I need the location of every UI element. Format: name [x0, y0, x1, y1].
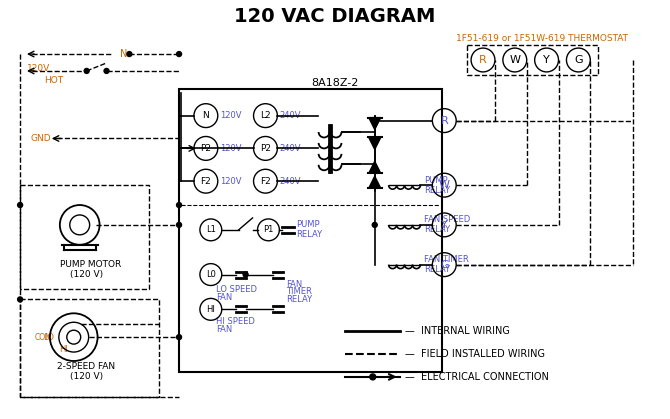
Text: 120 VAC DIAGRAM: 120 VAC DIAGRAM [234, 7, 436, 26]
Text: 8A18Z-2: 8A18Z-2 [312, 78, 358, 88]
Text: RELAY: RELAY [286, 295, 312, 304]
Text: FAN SPEED: FAN SPEED [424, 215, 470, 225]
Text: G: G [440, 260, 449, 270]
Text: HI SPEED: HI SPEED [216, 317, 255, 326]
Text: —  ELECTRICAL CONNECTION: — ELECTRICAL CONNECTION [405, 372, 549, 382]
Text: W: W [439, 180, 450, 190]
Text: COM: COM [35, 333, 53, 341]
Text: RELAY: RELAY [424, 265, 450, 274]
Bar [20, 185, 149, 290]
Text: HI: HI [206, 305, 215, 314]
Text: L2: L2 [260, 111, 271, 120]
Text: 240V: 240V [279, 144, 301, 153]
Text: 240V: 240V [279, 111, 301, 120]
Circle shape [373, 222, 377, 228]
Text: PUMP MOTOR: PUMP MOTOR [60, 260, 121, 269]
Text: RELAY: RELAY [424, 225, 450, 234]
Polygon shape [369, 176, 381, 188]
Text: 2-SPEED FAN: 2-SPEED FAN [57, 362, 115, 372]
Text: 120V: 120V [220, 177, 241, 186]
Text: LO SPEED: LO SPEED [216, 285, 257, 294]
Circle shape [17, 202, 23, 207]
Text: L0: L0 [206, 270, 216, 279]
Text: GND: GND [30, 134, 51, 143]
Text: (120 V): (120 V) [70, 270, 103, 279]
Text: G: G [574, 55, 583, 65]
Text: FAN TIMER: FAN TIMER [424, 255, 469, 264]
Text: L1: L1 [206, 225, 216, 234]
Text: 120V: 120V [27, 65, 50, 73]
Text: 240V: 240V [279, 177, 301, 186]
Text: HI: HI [60, 344, 68, 354]
Text: N: N [202, 111, 209, 120]
Text: P2: P2 [200, 144, 211, 153]
Circle shape [17, 297, 23, 302]
Text: R: R [479, 55, 487, 65]
Text: LO: LO [44, 333, 54, 341]
Polygon shape [369, 118, 381, 129]
Text: 120V: 120V [220, 111, 241, 120]
Circle shape [370, 374, 376, 380]
Bar [467, 45, 598, 75]
Bar [179, 89, 442, 372]
Text: RELAY: RELAY [424, 186, 450, 195]
Text: FAN: FAN [286, 279, 303, 289]
Circle shape [84, 68, 89, 73]
Circle shape [177, 52, 182, 57]
Text: PUMP: PUMP [424, 176, 448, 185]
Text: 1F51-619 or 1F51W-619 THERMOSTAT: 1F51-619 or 1F51W-619 THERMOSTAT [456, 34, 628, 43]
Text: P1: P1 [263, 225, 273, 234]
Text: 120V: 120V [220, 144, 241, 153]
Text: (120 V): (120 V) [70, 372, 103, 381]
Text: HOT: HOT [44, 76, 63, 85]
Text: —  INTERNAL WIRING: — INTERNAL WIRING [405, 326, 509, 336]
Text: —  FIELD INSTALLED WIRING: — FIELD INSTALLED WIRING [405, 349, 545, 359]
Text: PUMP: PUMP [296, 220, 320, 229]
Text: FAN: FAN [216, 293, 232, 302]
Text: TIMER: TIMER [286, 287, 312, 297]
Text: Y: Y [543, 55, 550, 65]
Text: P2: P2 [260, 144, 271, 153]
Text: F2: F2 [200, 177, 211, 186]
Circle shape [177, 202, 182, 207]
Bar [20, 300, 159, 397]
Polygon shape [369, 137, 381, 150]
Circle shape [104, 68, 109, 73]
Circle shape [177, 335, 182, 340]
Circle shape [127, 52, 132, 57]
Text: Y: Y [441, 220, 448, 230]
Circle shape [243, 272, 248, 277]
Text: RELAY: RELAY [296, 230, 322, 239]
Text: W: W [509, 55, 521, 65]
Circle shape [373, 183, 377, 188]
Text: R: R [440, 116, 448, 126]
Text: N: N [120, 49, 127, 59]
Text: FAN: FAN [216, 325, 232, 334]
Polygon shape [369, 161, 381, 173]
Circle shape [177, 222, 182, 228]
Text: F2: F2 [260, 177, 271, 186]
